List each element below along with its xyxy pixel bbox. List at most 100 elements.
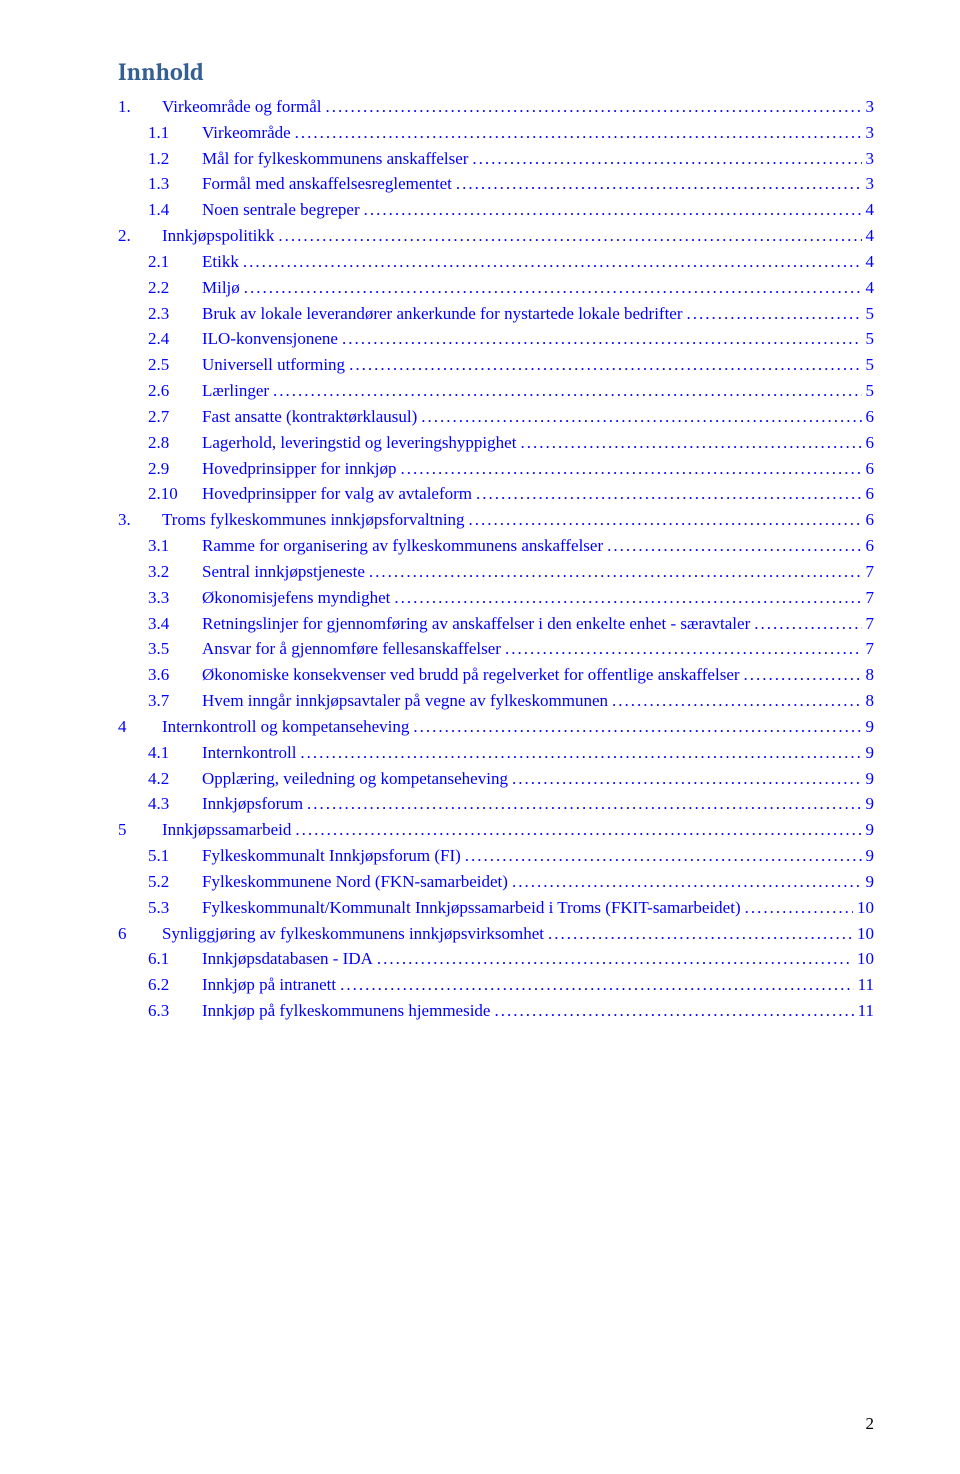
page-title: Innhold [118, 58, 874, 86]
toc-entry-number: 4.2 [148, 766, 202, 792]
toc-entry[interactable]: 1.3Formål med anskaffelsesreglementet ..… [118, 171, 874, 197]
toc-entry[interactable]: 2.8Lagerhold, leveringstid og leveringsh… [118, 430, 874, 456]
toc-entry[interactable]: 4.3Innkjøpsforum .......................… [118, 791, 874, 817]
toc-entry-label: Hovedprinsipper for valg av avtaleform [202, 481, 472, 507]
toc-entry[interactable]: 3.5Ansvar for å gjennomføre fellesanskaf… [118, 636, 874, 662]
toc-entry[interactable]: 2.6Lærlinger ...........................… [118, 378, 874, 404]
toc-entry[interactable]: 5Innkjøpssamarbeid .....................… [118, 817, 874, 843]
toc-entry[interactable]: 2.4ILO-konvensjonene ...................… [118, 326, 874, 352]
toc-entry[interactable]: 3.1Ramme for organisering av fylkeskommu… [118, 533, 874, 559]
toc-entry-number: 3.1 [148, 533, 202, 559]
toc-entry-label: Fylkeskommunalt/Kommunalt Innkjøpssamarb… [202, 895, 741, 921]
toc-entry-number: 3.6 [148, 662, 202, 688]
toc-entry-number: 4.1 [148, 740, 202, 766]
toc-entry-page: 3 [866, 94, 875, 120]
toc-entry-page: 6 [866, 404, 875, 430]
toc-entry[interactable]: 4.1Internkontroll ......................… [118, 740, 874, 766]
toc-entry-page: 3 [866, 146, 875, 172]
toc-leader-dots: ........................................… [612, 688, 862, 714]
toc-leader-dots: ........................................… [413, 714, 861, 740]
toc-leader-dots: ........................................… [278, 223, 861, 249]
toc-entry[interactable]: 2.7Fast ansatte (kontraktørklausul) ....… [118, 404, 874, 430]
toc-entry-label: Retningslinjer for gjennomføring av ansk… [202, 611, 750, 637]
toc-entry-label: Sentral innkjøpstjeneste [202, 559, 365, 585]
toc-entry[interactable]: 5.2Fylkeskommunene Nord (FKN-samarbeidet… [118, 869, 874, 895]
toc-leader-dots: ........................................… [369, 559, 862, 585]
toc-leader-dots: ........................................… [307, 791, 861, 817]
toc-entry[interactable]: 6Synliggjøring av fylkeskommunens innkjø… [118, 921, 874, 947]
toc-entry-number: 1.3 [148, 171, 202, 197]
toc-entry[interactable]: 2.3Bruk av lokale leverandører ankerkund… [118, 301, 874, 327]
toc-entry[interactable]: 1.Virkeområde og formål ................… [118, 94, 874, 120]
toc-entry-page: 6 [866, 430, 875, 456]
toc-entry[interactable]: 3.4Retningslinjer for gjennomføring av a… [118, 611, 874, 637]
toc-entry-label: Lærlinger [202, 378, 269, 404]
toc-entry-label: Lagerhold, leveringstid og leveringshypp… [202, 430, 516, 456]
toc-leader-dots: ........................................… [687, 301, 862, 327]
toc-entry-label: Innkjøpsforum [202, 791, 303, 817]
toc-entry-page: 3 [866, 171, 875, 197]
toc-leader-dots: ........................................… [505, 636, 862, 662]
toc-entry-label: Formål med anskaffelsesreglementet [202, 171, 452, 197]
toc-leader-dots: ........................................… [421, 404, 861, 430]
toc-entry-label: Noen sentrale begreper [202, 197, 360, 223]
toc-entry[interactable]: 3.3Økonomisjefens myndighet ............… [118, 585, 874, 611]
toc-entry[interactable]: 2.2Miljø ...............................… [118, 275, 874, 301]
toc-entry-number: 2.3 [148, 301, 202, 327]
toc-leader-dots: ........................................… [295, 817, 861, 843]
toc-entry-number: 2.7 [148, 404, 202, 430]
toc-entry[interactable]: 4.2Opplæring, veiledning og kompetansehe… [118, 766, 874, 792]
toc-entry-label: Bruk av lokale leverandører ankerkunde f… [202, 301, 683, 327]
table-of-contents: 1.Virkeområde og formål ................… [118, 94, 874, 1024]
toc-entry-label: Fylkeskommunalt Innkjøpsforum (FI) [202, 843, 461, 869]
toc-entry-label: Hvem inngår innkjøpsavtaler på vegne av … [202, 688, 608, 714]
toc-entry[interactable]: 3.6Økonomiske konsekvenser ved brudd på … [118, 662, 874, 688]
toc-leader-dots: ........................................… [494, 998, 853, 1024]
toc-entry-number: 5.3 [148, 895, 202, 921]
toc-entry[interactable]: 6.2Innkjøp på intranett ................… [118, 972, 874, 998]
toc-entry-number: 1.2 [148, 146, 202, 172]
toc-entry[interactable]: 5.3Fylkeskommunalt/Kommunalt Innkjøpssam… [118, 895, 874, 921]
toc-entry[interactable]: 3.2Sentral innkjøpstjeneste ............… [118, 559, 874, 585]
toc-leader-dots: ........................................… [377, 946, 853, 972]
toc-entry-label: Synliggjøring av fylkeskommunens innkjøp… [162, 921, 544, 947]
toc-entry[interactable]: 5.1Fylkeskommunalt Innkjøpsforum (FI) ..… [118, 843, 874, 869]
toc-entry-page: 9 [866, 817, 875, 843]
toc-entry[interactable]: 2.5Universell utforming ................… [118, 352, 874, 378]
toc-entry-label: Innkjøpssamarbeid [162, 817, 291, 843]
toc-entry[interactable]: 2.10Hovedprinsipper for valg av avtalefo… [118, 481, 874, 507]
toc-entry[interactable]: 3.Troms fylkeskommunes innkjøpsforvaltni… [118, 507, 874, 533]
toc-entry-page: 10 [857, 946, 874, 972]
toc-entry[interactable]: 6.3Innkjøp på fylkeskommunens hjemmeside… [118, 998, 874, 1024]
toc-entry-page: 7 [866, 559, 875, 585]
toc-entry-page: 6 [866, 507, 875, 533]
toc-entry-label: Miljø [202, 275, 240, 301]
toc-entry-number: 2.1 [148, 249, 202, 275]
toc-entry-number: 2.2 [148, 275, 202, 301]
toc-entry-label: Opplæring, veiledning og kompetansehevin… [202, 766, 508, 792]
toc-entry-number: 3.5 [148, 636, 202, 662]
toc-entry-number: 2.8 [148, 430, 202, 456]
toc-entry[interactable]: 2.1Etikk ...............................… [118, 249, 874, 275]
toc-leader-dots: ........................................… [394, 585, 861, 611]
toc-entry-label: Innkjøpsdatabasen - IDA [202, 946, 373, 972]
toc-entry-page: 8 [866, 688, 875, 714]
toc-entry-label: Troms fylkeskommunes innkjøpsforvaltning [162, 507, 465, 533]
toc-entry-number: 4 [118, 714, 162, 740]
toc-entry[interactable]: 1.1Virkeområde .........................… [118, 120, 874, 146]
toc-entry-number: 6 [118, 921, 162, 947]
toc-entry-page: 9 [866, 791, 875, 817]
toc-entry-number: 3.7 [148, 688, 202, 714]
toc-entry[interactable]: 6.1Innkjøpsdatabasen - IDA .............… [118, 946, 874, 972]
toc-entry-number: 2.9 [148, 456, 202, 482]
toc-entry-number: 3. [118, 507, 162, 533]
toc-entry-label: Ansvar for å gjennomføre fellesanskaffel… [202, 636, 501, 662]
toc-entry[interactable]: 4Internkontroll og kompetanseheving ....… [118, 714, 874, 740]
toc-entry[interactable]: 2.9Hovedprinsipper for innkjøp .........… [118, 456, 874, 482]
toc-entry-page: 7 [866, 611, 875, 637]
toc-entry[interactable]: 1.4Noen sentrale begreper ..............… [118, 197, 874, 223]
toc-entry-page: 4 [866, 197, 875, 223]
toc-entry[interactable]: 2.Innkjøpspolitikk .....................… [118, 223, 874, 249]
toc-entry[interactable]: 3.7Hvem inngår innkjøpsavtaler på vegne … [118, 688, 874, 714]
toc-entry[interactable]: 1.2Mål for fylkeskommunens anskaffelser … [118, 146, 874, 172]
